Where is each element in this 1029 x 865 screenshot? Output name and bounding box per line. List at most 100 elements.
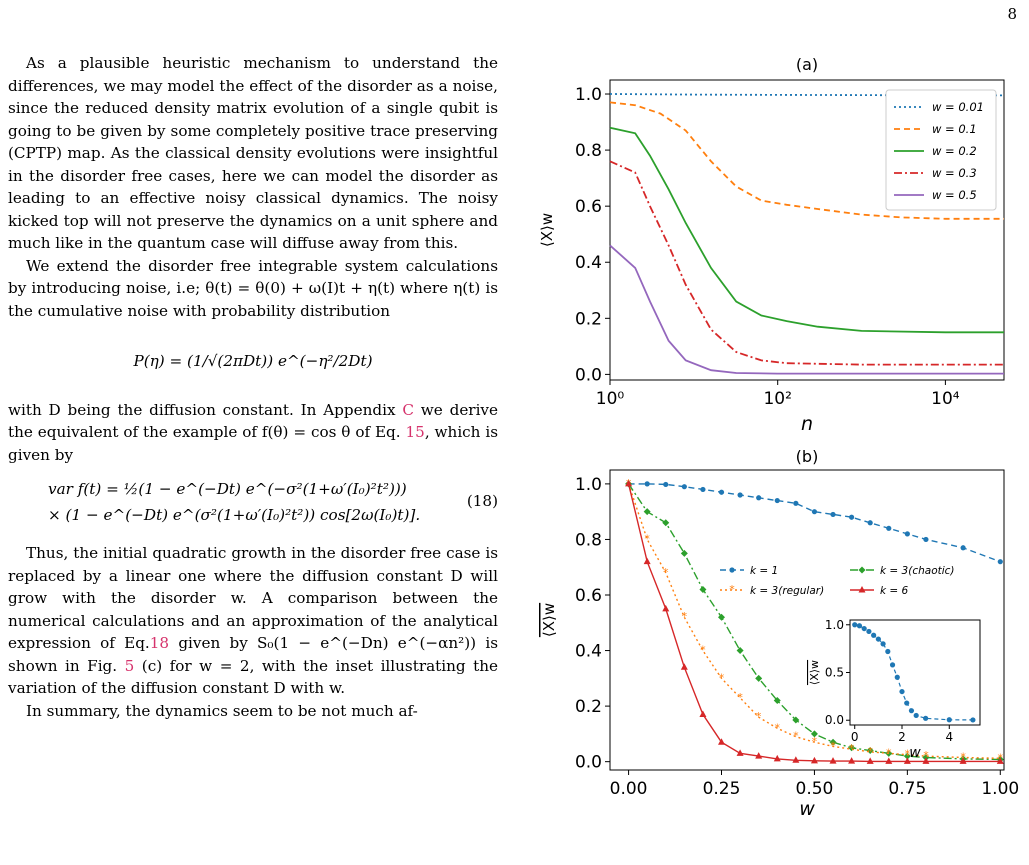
- inset-data-point: [908, 708, 915, 714]
- legend-label: k = 6: [880, 585, 909, 597]
- plot-frame: [609, 469, 1005, 771]
- inset-data-point: [885, 648, 891, 655]
- equation-link-15[interactable]: 15: [405, 423, 425, 441]
- data-point: [849, 514, 855, 520]
- data-point: [829, 738, 837, 746]
- legend-label: w = 0.5: [932, 188, 977, 202]
- legend: w = 0.01 w = 0.1 w = 0.2 w = 0.3 w = 0.5: [885, 89, 997, 211]
- equation-18: var f(t) = ½(1 − e^(−Dt) e^(−σ²(1+ω′(I₀)…: [8, 476, 498, 528]
- paragraph-4: Thus, the initial quadratic growth in th…: [8, 542, 498, 700]
- data-point: [793, 500, 799, 506]
- data-point: [737, 492, 743, 498]
- data-point: [663, 481, 669, 488]
- x-axis-label: n: [801, 413, 813, 435]
- inset-data-point: [889, 662, 896, 668]
- data-point: [774, 497, 780, 504]
- data-point: *: [682, 610, 688, 623]
- data-point: *: [830, 739, 836, 752]
- data-point: [959, 757, 967, 764]
- x-tick-label: 0.00: [610, 779, 648, 799]
- data-point: [886, 525, 892, 531]
- data-point: *: [886, 746, 892, 759]
- data-point: [866, 757, 874, 764]
- paragraph-3-text-c: , which is given by: [8, 423, 498, 464]
- data-point: *: [905, 748, 911, 761]
- panel-title: (b): [796, 447, 819, 466]
- data-point: [736, 749, 744, 756]
- inset-plot: 0.0 0.5 1.0 0 2 4 w ⟨X⟩w: [808, 618, 981, 761]
- data-point: *: [849, 742, 855, 755]
- figure-panel-a: (a) 0.0 0.2 0.4 0.6 0.8 1.0 10⁰ 10² 10⁴ n ⟨X⟩w w = 0…: [538, 55, 1005, 435]
- legend-marker: [729, 567, 735, 573]
- y-tick-label: 0.2: [575, 697, 602, 717]
- y-tick-label: 0.4: [575, 642, 602, 662]
- inset-y-tick-label: 1.0: [825, 618, 844, 632]
- equation-18-line-2: × (1 − e^(−Dt) e^(σ²(1+ω′(I₀)²t²)) cos[2…: [48, 506, 421, 524]
- legend-label: k = 3(chaotic): [880, 565, 955, 577]
- y-tick-label: 0.2: [575, 309, 602, 329]
- inset-data-point: [970, 717, 976, 723]
- data-point: [810, 756, 818, 764]
- series-line-2: [627, 483, 1001, 759]
- legend-box: [885, 89, 997, 211]
- data-point: *: [923, 749, 929, 762]
- equation-link-18[interactable]: 18: [149, 634, 170, 652]
- body-text-column: As a plausible heuristic mechanism to un…: [8, 52, 498, 722]
- data-point: [700, 486, 706, 493]
- x-tick-label: 1.00: [981, 779, 1019, 799]
- x-tick-label: 10⁰: [596, 389, 625, 409]
- paragraph-2: We extend the disorder free integrable s…: [8, 256, 498, 320]
- legend-marker: [858, 586, 866, 593]
- data-point: [662, 604, 670, 612]
- data-point: *: [644, 532, 650, 545]
- data-point: [680, 549, 688, 557]
- legend: k = 1 k = 3(chaotic) * k = 3(regular) k = 6: [720, 565, 955, 597]
- paragraph-4-text-c: (c) for w = 2, with the inset illustrati…: [8, 656, 498, 698]
- data-point: [903, 757, 911, 764]
- inset-data-point: [894, 674, 900, 680]
- data-point: [829, 757, 837, 764]
- data-point: [718, 489, 725, 495]
- data-point: [644, 481, 650, 487]
- series-line-1: [609, 101, 1004, 220]
- paragraph-1: As a plausible heuristic mechanism to un…: [8, 54, 498, 252]
- data-point: [680, 663, 688, 670]
- x-tick-label: 10⁴: [931, 389, 960, 409]
- x-axis-label: w: [799, 798, 815, 820]
- data-point: [699, 710, 707, 717]
- series-line-2: [609, 126, 1004, 334]
- inset-x-axis-label: w: [909, 745, 921, 761]
- data-point: [718, 613, 726, 621]
- data-point: [830, 511, 836, 518]
- data-point: *: [700, 644, 706, 657]
- inset-frame: [849, 619, 981, 726]
- equation-number: (18): [466, 492, 498, 510]
- y-axis-label: ⟨X⟩w: [538, 213, 556, 247]
- data-point: [903, 752, 911, 760]
- figure-link-5[interactable]: 5: [124, 656, 135, 675]
- inset-x-tick-label: 2: [898, 730, 906, 744]
- data-point: [848, 757, 856, 764]
- y-tick-label: 1.0: [575, 85, 602, 105]
- data-point: [810, 730, 818, 738]
- data-point: *: [793, 730, 799, 743]
- legend-marker: *: [729, 583, 735, 596]
- inset-data-point: [871, 632, 877, 638]
- y-tick-label: 0.6: [575, 197, 602, 217]
- inset-x-tick-label: 4: [945, 730, 953, 744]
- inset-data-point: [880, 641, 886, 647]
- paragraph-4-text-a: Thus, the initial quadratic growth in th…: [8, 544, 498, 652]
- data-point: [736, 647, 744, 655]
- y-tick-label: 0.6: [575, 586, 602, 606]
- appendix-link[interactable]: C: [402, 400, 414, 419]
- data-point: [625, 479, 633, 487]
- legend-label: k = 1: [750, 565, 778, 577]
- paragraph-3-text-b: we derive the equivalent of the example …: [8, 400, 498, 442]
- paragraph-4-text-b: given by S₀(1 − e^(−Dn) e^(−αn²)) is sho…: [8, 634, 498, 675]
- data-point: *: [998, 751, 1004, 764]
- data-point: [923, 536, 929, 543]
- y-axis-label: ⟨X⟩w: [540, 603, 558, 637]
- inset-data-point: [856, 623, 863, 629]
- data-point: *: [663, 566, 669, 579]
- series-line-3: [609, 160, 1004, 366]
